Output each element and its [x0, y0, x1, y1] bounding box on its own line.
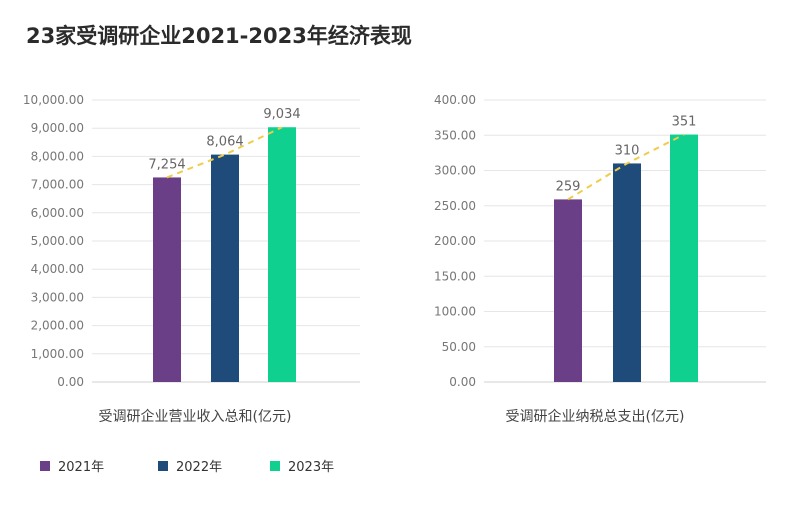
legend-item-2023: 2023年 [270, 456, 334, 475]
trend-line [567, 133, 685, 201]
tax-chart-caption: 受调研企业纳税总支出(亿元) [505, 409, 685, 425]
revenue-chart-svg: 0.00 1,000.00 2,000.00 3,000.00 4,000.00 5,00… [23, 93, 360, 389]
tax-chart-svg: 0.00 50.00 100.00 150.00 200.00 250.00 300.00 3… [434, 93, 766, 389]
y-tick-label: 300.00 [434, 164, 476, 178]
y-tick-label: 4,000.00 [31, 262, 84, 276]
y-tick-label: 2,000.00 [31, 319, 84, 333]
y-tick-label: 150.00 [434, 269, 476, 283]
y-tick-label: 1,000.00 [31, 347, 84, 361]
bar-2023年 [670, 134, 698, 382]
bar-2022年 [613, 163, 641, 382]
y-tick-label: 9,000.00 [31, 121, 84, 135]
bar-2022年 [211, 154, 239, 382]
y-tick-label: 8,000.00 [31, 149, 84, 163]
y-tick-label: 10,000.00 [23, 93, 84, 107]
y-tick-label: 100.00 [434, 305, 476, 319]
legend-swatch-2023 [270, 460, 280, 471]
bar-2021年 [153, 177, 181, 382]
y-tick-label: 200.00 [434, 234, 476, 248]
value-label: 259 [556, 179, 581, 194]
y-tick-label: 350.00 [434, 128, 476, 142]
legend-label-2021: 2021年 [58, 460, 105, 475]
y-tick-label: 5,000.00 [31, 234, 84, 248]
revenue-chart: 0.00 1,000.00 2,000.00 3,000.00 4,000.00 5,00… [0, 80, 390, 440]
y-tick-label: 7,000.00 [31, 178, 84, 192]
y-tick-label: 0.00 [449, 375, 476, 389]
trend-line [166, 126, 283, 179]
legend-label-2023: 2023年 [288, 460, 335, 475]
page-title: 23家受调研企业2021-2023年经济表现 [26, 24, 412, 48]
revenue-chart-caption: 受调研企业营业收入总和(亿元) [98, 409, 292, 425]
y-tick-label: 250.00 [434, 199, 476, 213]
legend-item-2022: 2022年 [158, 456, 222, 475]
y-tick-label: 400.00 [434, 93, 476, 107]
legend-swatch-2022 [158, 460, 168, 471]
legend-item-2021: 2021年 [40, 456, 104, 475]
y-tick-label: 6,000.00 [31, 206, 84, 220]
bar-2021年 [554, 199, 582, 382]
value-label: 9,034 [263, 107, 300, 122]
y-tick-label: 50.00 [442, 340, 476, 354]
value-label: 8,064 [206, 135, 243, 150]
legend-swatch-2021 [40, 460, 50, 471]
legend-label-2022: 2022年 [176, 460, 223, 475]
y-tick-label: 3,000.00 [31, 290, 84, 304]
bar-2023年 [268, 127, 296, 382]
value-label: 310 [615, 143, 640, 158]
value-label: 351 [672, 115, 697, 130]
tax-chart: 0.00 50.00 100.00 150.00 200.00 250.00 300.00 3… [400, 80, 790, 440]
value-label: 7,254 [148, 157, 185, 172]
y-tick-label: 0.00 [57, 375, 84, 389]
